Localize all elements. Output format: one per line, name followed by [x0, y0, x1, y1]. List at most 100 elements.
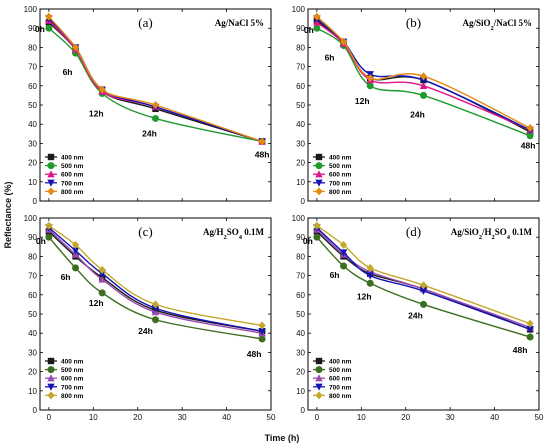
y-tick-label: 90: [296, 233, 305, 242]
series-line: [48, 227, 263, 332]
legend-marker: [47, 153, 55, 161]
y-tick-label: 0: [33, 197, 38, 206]
series-line: [48, 230, 263, 332]
x-tick-label: 30: [178, 413, 187, 422]
time-annotation: 48h: [247, 349, 262, 359]
y-tick-label: 70: [28, 272, 37, 281]
y-tick-label: 10: [296, 387, 305, 396]
time-annotation: 0h: [36, 236, 46, 246]
legend-label: 600 nm: [61, 376, 84, 383]
panel-label: (b): [406, 15, 421, 30]
series-line: [48, 20, 263, 143]
y-tick-label: 30: [28, 139, 37, 148]
data-point: [313, 233, 321, 241]
y-tick-label: 40: [296, 329, 305, 338]
series-800-nm: [45, 221, 266, 330]
y-tick-label: 50: [296, 310, 305, 319]
time-annotation: 48h: [521, 141, 536, 151]
legend-item: 700 nm: [45, 179, 84, 187]
legend-item: 700 nm: [313, 179, 352, 187]
y-tick-label: 20: [28, 368, 37, 377]
data-point: [526, 333, 534, 341]
data-point: [419, 72, 428, 81]
y-tick-label: 90: [296, 24, 305, 33]
time-annotation: 6h: [325, 52, 335, 62]
legend-item: 500 nm: [45, 162, 84, 170]
time-annotation: 6h: [61, 272, 71, 282]
y-tick-label: 70: [28, 63, 37, 72]
data-point: [339, 249, 348, 257]
condition-label: Ag/H2SO4 0.1M: [203, 227, 265, 241]
legend-marker: [315, 162, 323, 170]
y-tick-label: 10: [28, 178, 37, 187]
legend-item: 400 nm: [45, 357, 84, 366]
y-tick-label: 40: [28, 120, 37, 129]
series-600-nm: [313, 225, 534, 331]
time-annotation: 48h: [255, 149, 270, 159]
y-tick-label: 20: [296, 368, 305, 377]
data-point: [419, 281, 428, 290]
data-point: [526, 124, 534, 133]
data-point: [420, 300, 427, 308]
legend-label: 800 nm: [61, 393, 84, 400]
data-point: [313, 24, 321, 32]
time-annotation: 0h: [304, 25, 314, 35]
legend-marker: [315, 170, 323, 178]
series-500-nm: [313, 233, 534, 341]
y-tick-label: 60: [28, 82, 37, 91]
time-annotation: 0h: [303, 236, 313, 246]
y-tick-label: 20: [296, 159, 305, 168]
legend-marker: [47, 179, 55, 187]
condition-label: Ag/SiO2/H2SO4 0.1M: [451, 227, 533, 241]
time-annotation: 24h: [410, 109, 425, 119]
y-tick-label: 60: [296, 82, 305, 91]
panel-label: (c): [138, 224, 152, 239]
legend-marker: [315, 187, 323, 196]
legend-marker: [315, 374, 323, 382]
legend-label: 400 nm: [61, 359, 84, 366]
y-tick-label: 0: [301, 406, 306, 415]
x-tick-label: 50: [535, 413, 544, 422]
y-tick-label: 10: [296, 178, 305, 187]
data-point: [419, 76, 428, 85]
series-line: [316, 225, 531, 325]
legend-item: 700 nm: [313, 383, 352, 391]
x-tick-label: 10: [357, 413, 366, 422]
y-tick-label: 80: [296, 252, 305, 261]
legend-item: 500 nm: [313, 366, 352, 374]
y-tick-label: 80: [296, 43, 305, 52]
data-point: [366, 263, 374, 272]
series-500-nm: [45, 24, 266, 145]
legend-label: 800 nm: [329, 393, 352, 400]
series-800-nm: [313, 221, 534, 328]
series-line: [48, 27, 263, 143]
data-point: [366, 279, 374, 287]
data-point: [72, 264, 80, 272]
legend-marker: [315, 383, 323, 391]
data-point: [419, 287, 428, 295]
time-annotation: 24h: [142, 128, 157, 138]
legend-item: 600 nm: [45, 374, 84, 383]
legend-item: 600 nm: [45, 170, 84, 179]
time-annotation: 12h: [355, 96, 370, 106]
legend-label: 600 nm: [329, 376, 352, 383]
legend-label: 500 nm: [61, 367, 84, 374]
y-tick-label: 70: [296, 272, 305, 281]
legend-item: 800 nm: [45, 187, 84, 196]
legend-marker: [315, 391, 323, 400]
series-line: [316, 229, 531, 329]
x-tick-label: 50: [267, 413, 276, 422]
legend-item: 500 nm: [45, 366, 84, 374]
data-point: [152, 114, 159, 122]
series-700-nm: [45, 15, 266, 146]
legend-label: 600 nm: [61, 172, 84, 179]
y-tick-label: 60: [296, 291, 305, 300]
panel-a: 0 10 20 30 40 50 60 70 80 90 100 0h 6h 12h 24h 48h (a) Ag…: [24, 5, 272, 206]
legend-label: 500 nm: [61, 163, 84, 170]
series-line: [48, 225, 263, 327]
x-tick-label: 0: [315, 413, 320, 422]
